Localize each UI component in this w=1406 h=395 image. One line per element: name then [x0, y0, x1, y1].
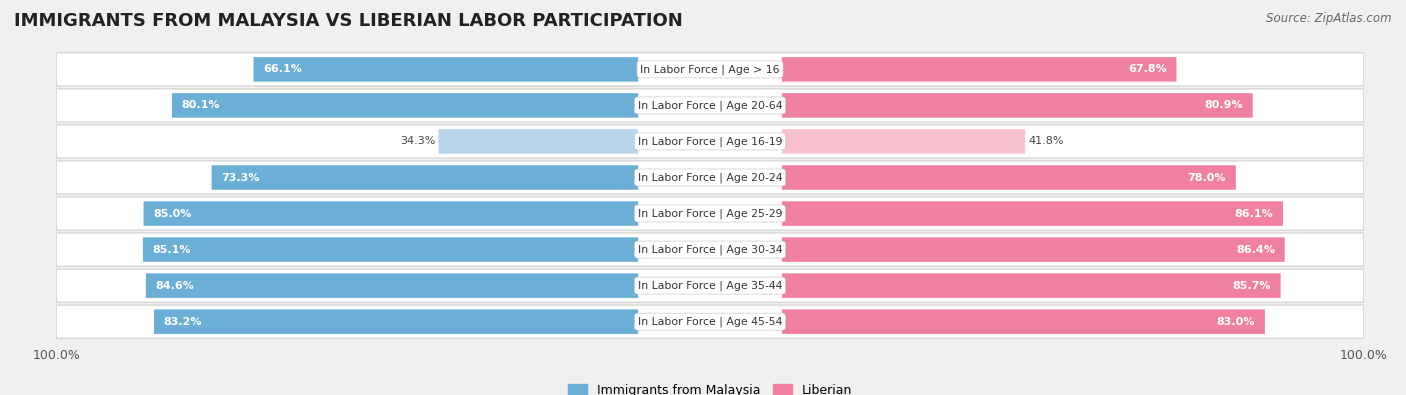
FancyBboxPatch shape — [782, 309, 1265, 334]
FancyBboxPatch shape — [56, 305, 1364, 338]
Text: 34.3%: 34.3% — [399, 136, 436, 147]
FancyBboxPatch shape — [782, 237, 1285, 262]
Legend: Immigrants from Malaysia, Liberian: Immigrants from Malaysia, Liberian — [568, 384, 852, 395]
Text: In Labor Force | Age 20-24: In Labor Force | Age 20-24 — [638, 172, 782, 183]
FancyBboxPatch shape — [56, 125, 1364, 158]
FancyBboxPatch shape — [253, 57, 638, 82]
FancyBboxPatch shape — [56, 53, 1364, 86]
Text: 78.0%: 78.0% — [1188, 173, 1226, 182]
Text: 83.2%: 83.2% — [165, 317, 202, 327]
FancyBboxPatch shape — [439, 129, 638, 154]
FancyBboxPatch shape — [155, 309, 638, 334]
Text: 83.0%: 83.0% — [1216, 317, 1256, 327]
Text: In Labor Force | Age 30-34: In Labor Force | Age 30-34 — [638, 245, 782, 255]
Text: 85.7%: 85.7% — [1232, 280, 1271, 291]
Text: In Labor Force | Age 35-44: In Labor Force | Age 35-44 — [638, 280, 782, 291]
Text: 41.8%: 41.8% — [1028, 136, 1064, 147]
Text: 66.1%: 66.1% — [263, 64, 302, 74]
Text: 86.4%: 86.4% — [1236, 245, 1275, 255]
Text: 86.1%: 86.1% — [1234, 209, 1272, 218]
Text: 84.6%: 84.6% — [156, 280, 194, 291]
FancyBboxPatch shape — [782, 129, 1025, 154]
FancyBboxPatch shape — [56, 269, 1364, 302]
FancyBboxPatch shape — [143, 237, 638, 262]
Text: In Labor Force | Age 20-64: In Labor Force | Age 20-64 — [638, 100, 782, 111]
Text: 85.0%: 85.0% — [153, 209, 191, 218]
FancyBboxPatch shape — [782, 93, 1253, 118]
FancyBboxPatch shape — [782, 165, 1236, 190]
Text: 67.8%: 67.8% — [1128, 64, 1167, 74]
Text: 80.9%: 80.9% — [1205, 100, 1243, 111]
FancyBboxPatch shape — [56, 233, 1364, 266]
Text: IMMIGRANTS FROM MALAYSIA VS LIBERIAN LABOR PARTICIPATION: IMMIGRANTS FROM MALAYSIA VS LIBERIAN LAB… — [14, 12, 683, 30]
FancyBboxPatch shape — [56, 197, 1364, 230]
FancyBboxPatch shape — [211, 165, 638, 190]
Text: Source: ZipAtlas.com: Source: ZipAtlas.com — [1267, 12, 1392, 25]
Text: In Labor Force | Age 25-29: In Labor Force | Age 25-29 — [638, 208, 782, 219]
FancyBboxPatch shape — [782, 201, 1282, 226]
Text: In Labor Force | Age 16-19: In Labor Force | Age 16-19 — [638, 136, 782, 147]
Text: 80.1%: 80.1% — [181, 100, 221, 111]
FancyBboxPatch shape — [782, 273, 1281, 298]
FancyBboxPatch shape — [143, 201, 638, 226]
FancyBboxPatch shape — [172, 93, 638, 118]
FancyBboxPatch shape — [56, 89, 1364, 122]
Text: 73.3%: 73.3% — [221, 173, 260, 182]
FancyBboxPatch shape — [146, 273, 638, 298]
Text: 85.1%: 85.1% — [153, 245, 191, 255]
FancyBboxPatch shape — [782, 57, 1177, 82]
FancyBboxPatch shape — [56, 161, 1364, 194]
Text: In Labor Force | Age 45-54: In Labor Force | Age 45-54 — [638, 316, 782, 327]
Text: In Labor Force | Age > 16: In Labor Force | Age > 16 — [640, 64, 780, 75]
